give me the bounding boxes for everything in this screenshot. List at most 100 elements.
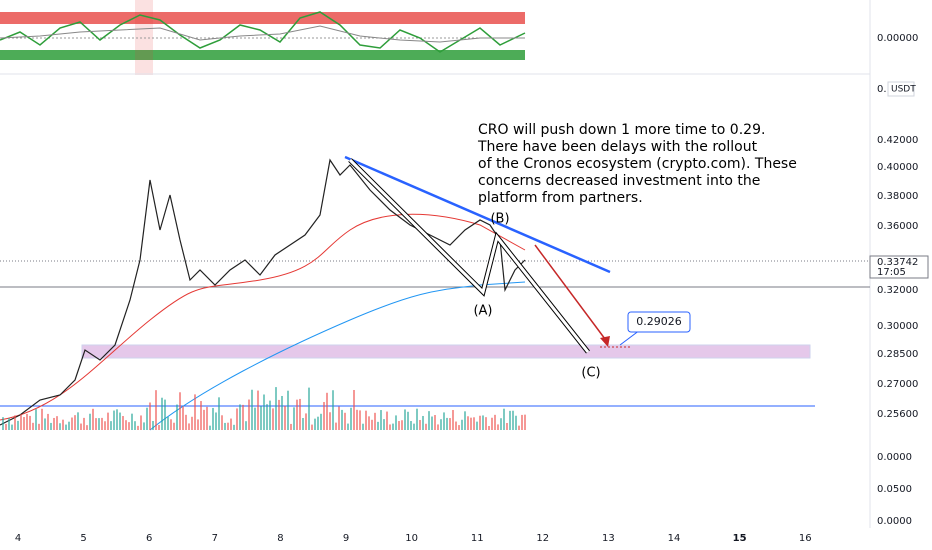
volume-bar: [227, 422, 229, 430]
volume-bar: [314, 418, 316, 430]
volume-bar: [425, 423, 427, 430]
volume-bar: [167, 416, 169, 430]
volume-bar: [206, 406, 208, 430]
volume-bar: [239, 404, 241, 430]
volume-bar: [77, 412, 79, 430]
axis-label: 0.: [877, 84, 887, 95]
volume-bar: [524, 414, 526, 430]
time-axis: 4 5 6 7 8 9 10 11 12 13 14 15 16: [15, 533, 812, 544]
volume-bar: [308, 387, 310, 430]
arrow-head: [600, 336, 610, 347]
volume-bar: [512, 410, 514, 430]
volume-bar: [410, 421, 412, 430]
time-label: 12: [536, 533, 549, 544]
wave-label: (A): [473, 304, 492, 319]
volume-bar: [440, 419, 442, 430]
volume-bar: [272, 408, 274, 430]
wave-path: [348, 158, 590, 353]
volume-bar: [521, 414, 523, 430]
volume-bar: [104, 421, 106, 430]
volume-bar: [233, 424, 235, 430]
price-label: 0.32000: [877, 285, 918, 296]
price-label: 0.38000: [877, 191, 918, 202]
indicator-axis-label: 0.00000: [877, 33, 918, 44]
volume-bar: [113, 410, 115, 430]
volume-bar: [50, 422, 52, 430]
volume-bar: [446, 417, 448, 430]
volume-bar: [458, 425, 460, 430]
volume-bar: [215, 412, 217, 430]
volume-bar: [368, 416, 370, 430]
volume-bar: [482, 415, 484, 430]
wave-label: (B): [490, 212, 509, 227]
volume-bar: [122, 416, 124, 430]
price-path: [0, 158, 526, 426]
volume-bar: [428, 411, 430, 430]
volume-bar: [2, 417, 4, 430]
target-zone: [81, 344, 811, 359]
volume-bar: [95, 418, 97, 430]
volume-bar: [5, 423, 7, 430]
indicator-band: [0, 50, 525, 60]
volume-bar: [497, 424, 499, 430]
currency: USDT: [891, 85, 916, 95]
volume-bar: [44, 418, 46, 430]
volume-bar: [41, 408, 43, 430]
price-label: 0.0500: [877, 484, 912, 495]
volume-bar: [65, 424, 67, 430]
volume-bar: [491, 417, 493, 430]
volume-bar: [473, 417, 475, 430]
volume-bar: [35, 409, 37, 430]
volume-bar: [248, 399, 250, 430]
volume-bar: [281, 395, 283, 430]
volume-bar: [395, 415, 397, 430]
volume-bar: [299, 398, 301, 430]
volume-bar: [359, 410, 361, 430]
volume-bar: [98, 418, 100, 430]
volume-bar: [194, 394, 196, 430]
volume-bar: [365, 410, 367, 430]
time-label: 4: [15, 533, 21, 544]
volume-bar: [107, 412, 109, 430]
time-label: 6: [146, 533, 152, 544]
volume-bar: [209, 425, 211, 430]
volume-bar: [62, 419, 64, 430]
volume-bar: [371, 419, 373, 430]
volume-bar: [413, 423, 415, 430]
price-axis: 0.42000 0.40000 0.38000 0.36000 0.32000 0.300…: [877, 135, 918, 527]
volume-bar: [494, 414, 496, 430]
trend-line: [344, 155, 611, 274]
volume-bar: [53, 417, 55, 430]
volume-bar: [134, 421, 136, 430]
annotation: CRO will push down 1 more time to 0.29.T…: [477, 122, 797, 206]
price-label: 0.0000: [877, 452, 912, 463]
volume-bar: [317, 416, 319, 430]
volume-bar: [320, 413, 322, 430]
volume-bar: [218, 397, 220, 430]
volume-bar: [341, 409, 343, 430]
volume-bar: [356, 409, 358, 430]
indicator-band: [0, 12, 525, 24]
volume-bar: [476, 421, 478, 430]
price-label: 0.0000: [877, 516, 912, 527]
arrow: [534, 244, 609, 344]
time-label: 10: [405, 533, 418, 544]
volume-bar: [326, 392, 328, 430]
volume-bar: [347, 423, 349, 430]
volume-bar: [197, 419, 199, 430]
volume-bar: [461, 419, 463, 430]
volume-bar: [311, 424, 313, 430]
volume-bar: [119, 412, 121, 430]
volume-bar: [251, 389, 253, 430]
volume-bar: [230, 418, 232, 430]
annotation-line: of the Cronos ecosystem (crypto.com). Th…: [478, 156, 797, 172]
annotation-line: concerns decreased investment into the: [478, 173, 760, 189]
volume-bar: [164, 399, 166, 430]
time-label: 14: [668, 533, 681, 544]
price-label: 0.28500: [877, 349, 918, 360]
volume-bar: [242, 404, 244, 430]
volume-bar: [437, 424, 439, 430]
annotation-line: platform from partners.: [478, 190, 643, 206]
